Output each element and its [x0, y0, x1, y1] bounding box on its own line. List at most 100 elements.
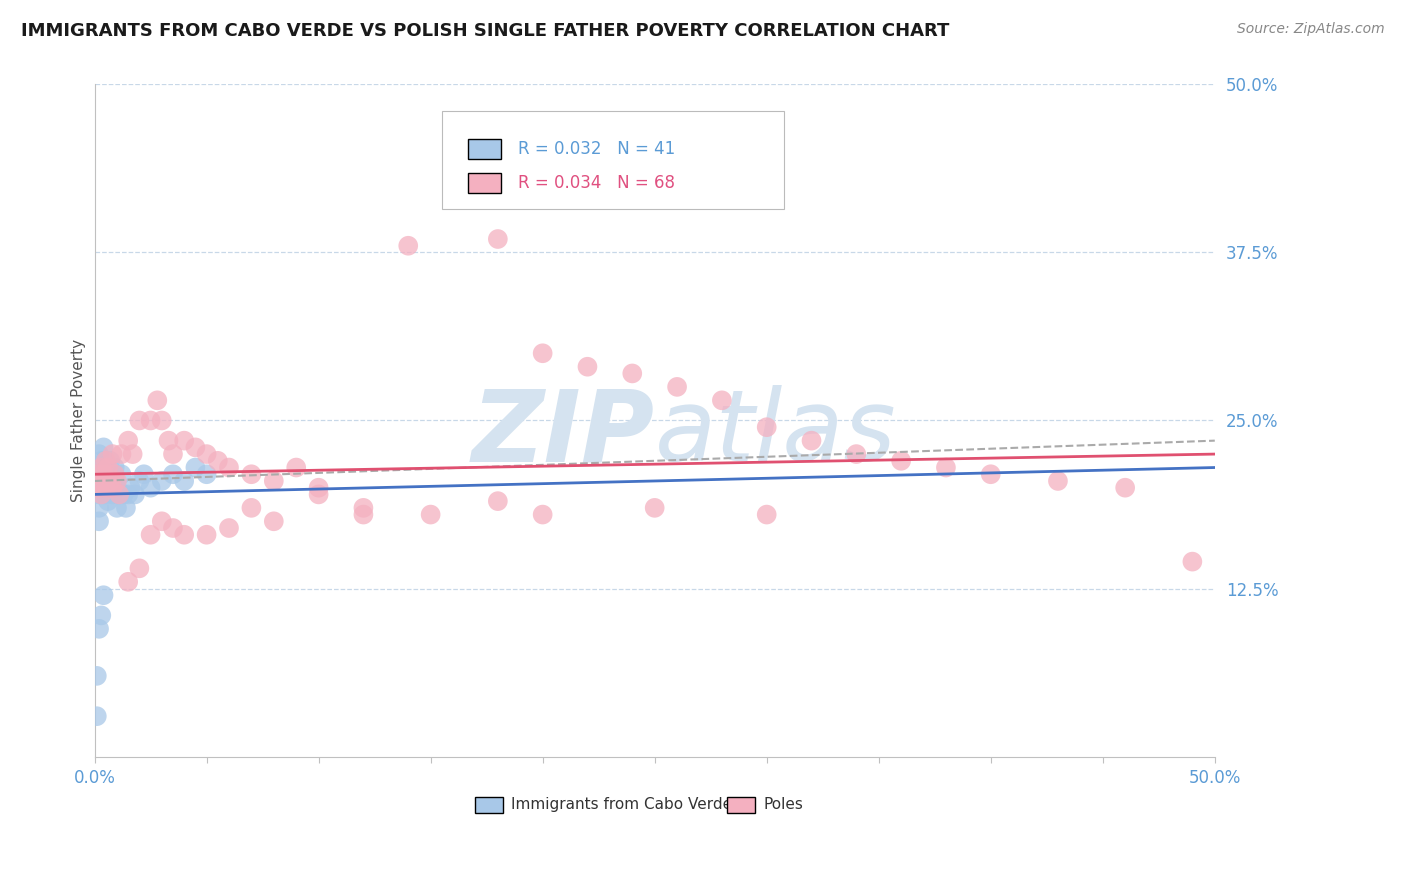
Point	[308, 481, 330, 495]
Point	[101, 487, 124, 501]
Point	[132, 467, 155, 482]
Point	[173, 474, 195, 488]
Point	[150, 514, 173, 528]
Point	[173, 527, 195, 541]
Text: atlas: atlas	[655, 385, 896, 483]
Point	[755, 508, 778, 522]
Point	[120, 481, 142, 495]
Point	[94, 481, 117, 495]
Point	[87, 514, 110, 528]
Point	[101, 481, 124, 495]
Point	[94, 454, 117, 468]
Point	[94, 487, 117, 501]
Point	[128, 474, 150, 488]
Point	[621, 367, 644, 381]
Point	[97, 494, 120, 508]
Point	[98, 454, 121, 468]
Point	[531, 508, 554, 522]
Point	[755, 420, 778, 434]
Point	[162, 467, 184, 482]
Point	[94, 460, 117, 475]
Point	[486, 232, 509, 246]
Point	[87, 622, 110, 636]
Point	[352, 508, 374, 522]
Point	[117, 574, 139, 589]
Point	[105, 500, 128, 515]
Point	[195, 467, 218, 482]
Point	[195, 447, 218, 461]
Point	[576, 359, 599, 374]
Text: R = 0.032   N = 41: R = 0.032 N = 41	[517, 140, 675, 158]
Point	[93, 460, 115, 475]
Point	[285, 460, 308, 475]
Point	[97, 474, 120, 488]
Point	[173, 434, 195, 448]
Point	[184, 460, 207, 475]
Point	[980, 467, 1002, 482]
Point	[87, 487, 110, 501]
Point	[263, 474, 285, 488]
Point	[240, 467, 263, 482]
Point	[139, 481, 162, 495]
Point	[94, 454, 117, 468]
Point	[105, 481, 128, 495]
Point	[441, 171, 464, 186]
Point	[93, 467, 115, 482]
Point	[139, 527, 162, 541]
Point	[207, 454, 229, 468]
Point	[531, 346, 554, 360]
Text: ZIP: ZIP	[471, 385, 655, 483]
FancyBboxPatch shape	[475, 797, 503, 814]
Point	[108, 487, 131, 501]
Point	[1046, 474, 1069, 488]
Text: Source: ZipAtlas.com: Source: ZipAtlas.com	[1237, 22, 1385, 37]
Point	[90, 608, 112, 623]
Point	[184, 441, 207, 455]
Point	[1181, 555, 1204, 569]
FancyBboxPatch shape	[727, 797, 755, 814]
Point	[162, 521, 184, 535]
Point	[108, 487, 131, 501]
Point	[87, 447, 110, 461]
Text: Poles: Poles	[763, 797, 803, 813]
Point	[218, 521, 240, 535]
Point	[240, 500, 263, 515]
Text: Immigrants from Cabo Verde: Immigrants from Cabo Verde	[512, 797, 733, 813]
Text: R = 0.034   N = 68: R = 0.034 N = 68	[517, 174, 675, 192]
Point	[146, 393, 169, 408]
Point	[486, 494, 509, 508]
Text: IMMIGRANTS FROM CABO VERDE VS POLISH SINGLE FATHER POVERTY CORRELATION CHART: IMMIGRANTS FROM CABO VERDE VS POLISH SIN…	[21, 22, 949, 40]
Point	[845, 447, 868, 461]
Point	[396, 238, 419, 252]
Point	[112, 487, 135, 501]
Point	[150, 413, 173, 427]
Point	[128, 413, 150, 427]
Point	[86, 709, 108, 723]
Point	[124, 487, 146, 501]
FancyBboxPatch shape	[441, 112, 783, 209]
Point	[935, 460, 957, 475]
Point	[162, 447, 184, 461]
FancyBboxPatch shape	[468, 139, 501, 160]
Point	[263, 514, 285, 528]
Point	[101, 481, 124, 495]
Point	[90, 467, 112, 482]
Point	[93, 441, 115, 455]
Point	[117, 434, 139, 448]
Point	[115, 500, 138, 515]
Point	[90, 487, 112, 501]
Point	[195, 527, 218, 541]
Point	[98, 467, 121, 482]
Point	[101, 447, 124, 461]
Point	[308, 487, 330, 501]
Point	[139, 413, 162, 427]
Point	[87, 500, 110, 515]
Point	[1114, 481, 1136, 495]
Point	[419, 508, 441, 522]
Point	[157, 434, 180, 448]
Point	[890, 454, 912, 468]
Point	[90, 460, 112, 475]
Point	[87, 481, 110, 495]
Point	[121, 447, 143, 461]
FancyBboxPatch shape	[468, 173, 501, 193]
